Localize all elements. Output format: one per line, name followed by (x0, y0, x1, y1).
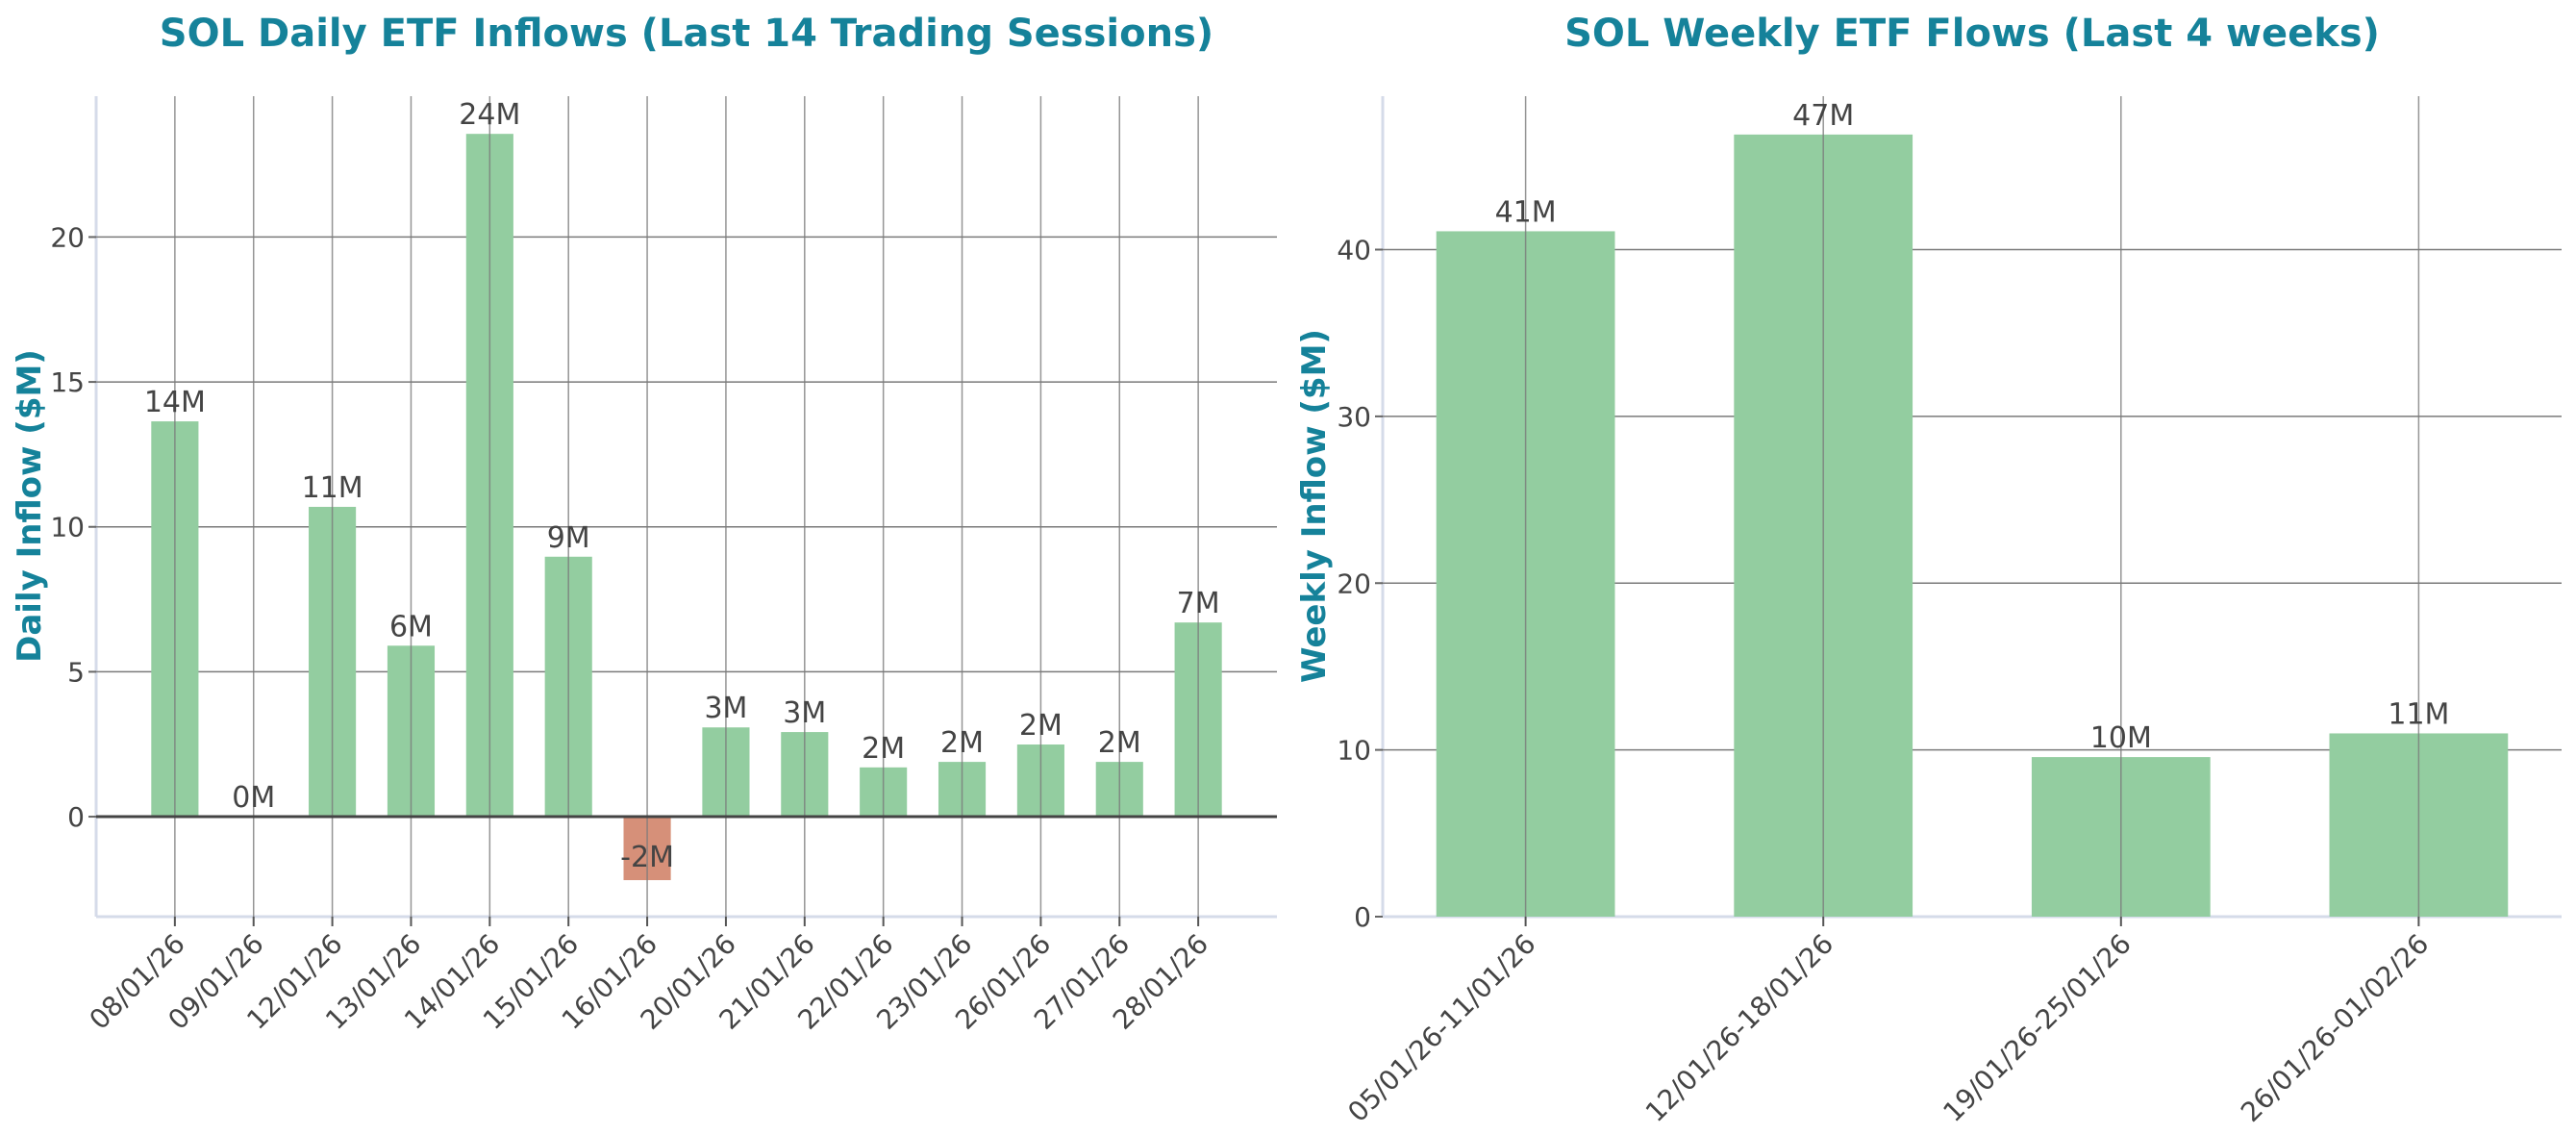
x-tick-label: 26/01/26-01/02/26 (2235, 928, 2435, 1128)
chart-title: SOL Weekly ETF Flows (Last 4 weeks) (1564, 12, 2380, 56)
data-label: 3M (704, 692, 747, 725)
data-label: 47M (1792, 99, 1854, 133)
y-tick-label: 20 (50, 221, 85, 253)
data-label: 41M (1495, 195, 1557, 229)
data-label: 2M (1019, 709, 1063, 743)
y-tick-label: 40 (1337, 235, 1371, 266)
data-label: 9M (547, 521, 590, 555)
weekly-flows-chart: SOL Weekly ETF Flows (Last 4 weeks) Week… (1295, 12, 2562, 1128)
x-tick-label: 05/01/26-11/01/26 (1341, 928, 1541, 1128)
data-label: 0M (232, 781, 275, 815)
data-label: 6M (389, 610, 433, 643)
y-tick-label: 0 (1354, 901, 1371, 933)
y-tick-label: 15 (50, 366, 85, 398)
data-label: 11M (302, 471, 363, 505)
chart-title: SOL Daily ETF Inflows (Last 14 Trading S… (160, 12, 1213, 56)
data-label: 24M (459, 98, 520, 132)
data-label: 2M (1098, 726, 1141, 760)
data-label: 10M (2090, 721, 2152, 755)
y-tick-label: 10 (50, 512, 85, 543)
x-tick-label: 19/01/26-25/01/26 (1937, 928, 2137, 1128)
y-tick-label: 20 (1337, 568, 1371, 599)
data-label: 2M (862, 732, 905, 766)
data-label: 7M (1177, 587, 1220, 620)
y-axis-label: Weekly Inflow ($M) (1295, 329, 1334, 683)
y-tick-label: 0 (67, 801, 85, 833)
y-tick-label: 30 (1337, 401, 1371, 433)
data-label: -2M (620, 841, 674, 874)
data-label: 3M (783, 696, 826, 730)
x-tick-label: 12/01/26-18/01/26 (1639, 928, 1839, 1128)
data-label: 14M (144, 386, 206, 419)
data-label: 11M (2388, 697, 2449, 731)
daily-inflows-chart: SOL Daily ETF Inflows (Last 14 Trading S… (11, 12, 1277, 1036)
y-axis-label: Daily Inflow ($M) (11, 349, 49, 663)
data-label: 2M (940, 726, 984, 760)
y-tick-label: 10 (1337, 735, 1371, 767)
y-tick-label: 5 (67, 656, 85, 688)
